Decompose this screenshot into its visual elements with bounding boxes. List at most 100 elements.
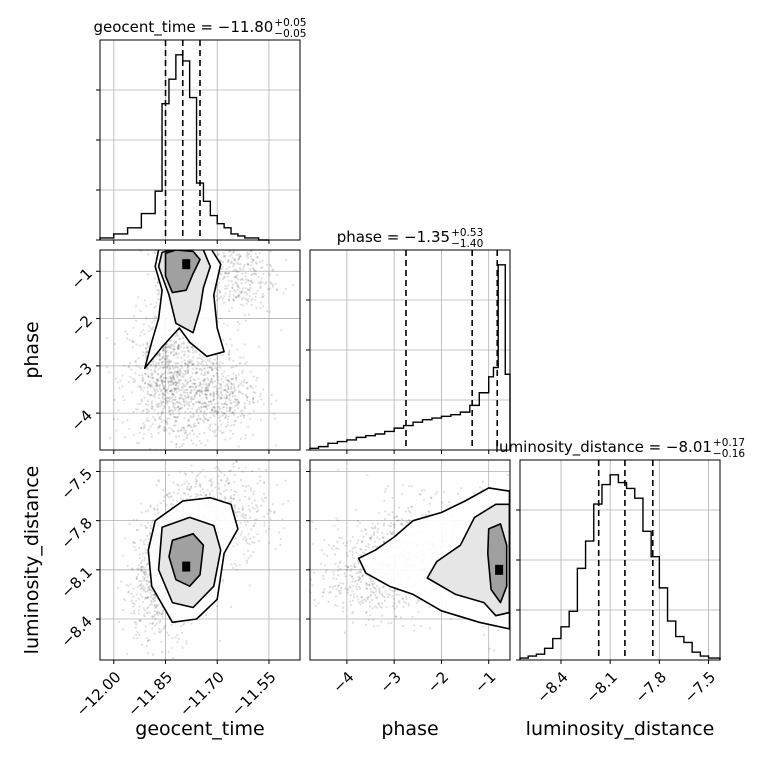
scatter-point — [186, 402, 189, 405]
scatter-point — [221, 580, 224, 583]
scatter-point — [245, 396, 248, 399]
scatter-point — [206, 419, 209, 422]
scatter-point — [123, 436, 126, 439]
scatter-point — [189, 391, 192, 394]
scatter-point — [218, 407, 222, 410]
scatter-point — [153, 609, 157, 613]
scatter-point — [132, 636, 136, 639]
scatter-point — [186, 363, 189, 366]
scatter-point — [235, 276, 238, 279]
scatter-point — [200, 241, 202, 243]
scatter-point — [238, 256, 241, 259]
scatter-point — [238, 499, 241, 502]
scatter-point — [204, 444, 207, 447]
scatter-point — [207, 366, 210, 369]
scatter-point — [248, 412, 251, 415]
scatter-point — [227, 379, 230, 382]
scatter-point — [233, 400, 236, 403]
scatter-point — [201, 488, 204, 491]
scatter-point — [155, 384, 158, 387]
scatter-point — [234, 399, 237, 402]
scatter-point — [213, 375, 216, 378]
scatter-point — [238, 293, 241, 296]
scatter-point — [164, 370, 167, 373]
scatter-point — [236, 283, 239, 286]
scatter-point — [172, 412, 175, 415]
histogram-bin — [432, 418, 441, 450]
scatter-point — [488, 647, 491, 650]
scatter-point — [167, 492, 171, 495]
scatter-point — [188, 385, 191, 388]
scatter-point — [252, 490, 255, 493]
scatter-point — [236, 514, 239, 518]
scatter-point — [199, 471, 202, 474]
scatter-point — [255, 262, 258, 265]
scatter-point — [154, 365, 157, 368]
scatter-point — [174, 365, 177, 368]
scatter-point — [191, 348, 194, 351]
scatter-point — [198, 483, 202, 486]
scatter-point — [240, 380, 243, 383]
scatter-point — [141, 437, 145, 440]
scatter-point — [121, 628, 124, 631]
scatter-point — [227, 374, 230, 377]
histogram-bin — [210, 216, 217, 240]
scatter-point — [226, 273, 229, 276]
scatter-point — [247, 425, 250, 428]
contour-line — [147, 496, 239, 624]
scatter-point — [192, 367, 195, 370]
scatter-point — [192, 412, 195, 415]
scatter-point — [230, 563, 233, 566]
scatter-point — [169, 380, 172, 383]
scatter-point — [140, 568, 143, 571]
scatter-point — [148, 589, 151, 592]
scatter-point — [197, 248, 199, 250]
scatter-point — [188, 386, 191, 389]
scatter-point — [154, 251, 157, 254]
scatter-point — [216, 378, 219, 381]
scatter-point — [259, 395, 262, 398]
scatter-point — [190, 400, 193, 403]
scatter-point — [182, 341, 185, 344]
scatter-point — [275, 288, 278, 291]
scatter-point — [198, 368, 201, 371]
scatter-point — [241, 370, 244, 373]
scatter-point — [138, 374, 141, 377]
scatter-point — [222, 380, 225, 383]
scatter-point — [225, 287, 228, 290]
scatter-point — [199, 493, 202, 496]
scatter-point — [249, 279, 253, 282]
scatter-point — [232, 366, 235, 369]
scatter-point — [232, 298, 235, 301]
scatter-point — [155, 622, 158, 625]
scatter-point — [202, 421, 205, 424]
scatter-point — [145, 580, 148, 583]
scatter-point — [225, 406, 228, 409]
scatter-point — [244, 485, 247, 488]
scatter-point — [232, 413, 235, 416]
scatter-point — [200, 358, 203, 361]
scatter-point — [163, 349, 166, 352]
scatter-point — [240, 478, 243, 481]
scatter-point — [177, 344, 180, 347]
scatter-point — [193, 382, 196, 385]
scatter-point — [220, 273, 223, 276]
scatter-point — [180, 386, 183, 389]
scatter-point — [178, 397, 181, 400]
scatter-point — [187, 364, 190, 367]
scatter-point — [211, 430, 215, 433]
scatter-point — [168, 426, 171, 429]
scatter-point — [200, 241, 202, 243]
scatter-point — [216, 369, 220, 372]
scatter-point — [239, 263, 242, 266]
scatter-point — [259, 260, 262, 263]
scatter-point — [213, 407, 216, 410]
scatter-point — [172, 398, 175, 401]
scatter-point — [219, 429, 222, 433]
scatter-point — [105, 336, 108, 339]
scatter-point — [145, 451, 147, 453]
scatter-point — [232, 411, 235, 414]
scatter-point — [517, 537, 519, 539]
scatter-point — [170, 377, 173, 380]
scatter-point — [236, 348, 239, 351]
